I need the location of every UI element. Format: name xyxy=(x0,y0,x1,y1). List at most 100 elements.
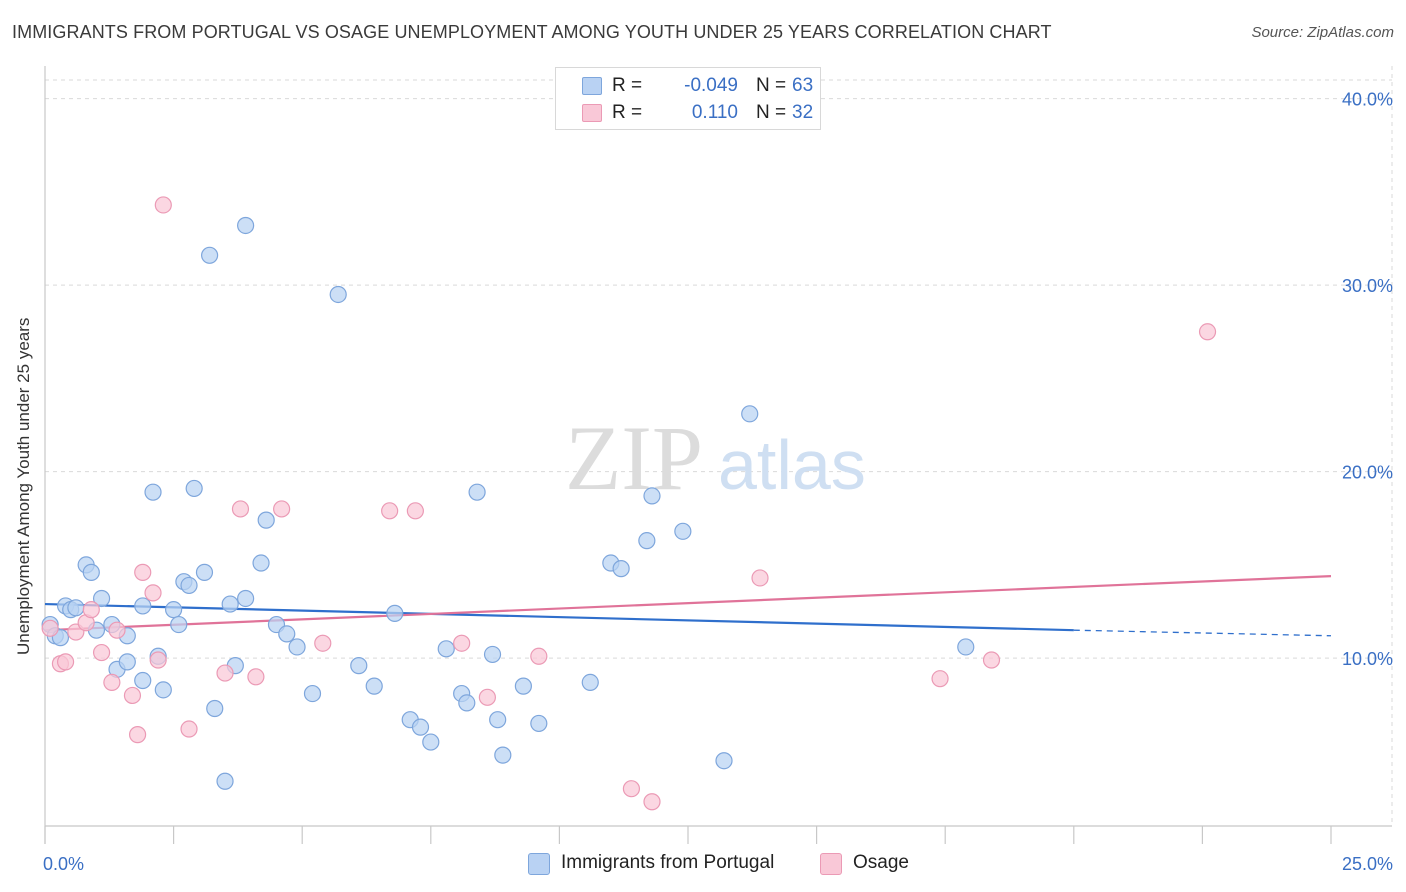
source-label: Source: ZipAtlas.com xyxy=(1251,24,1394,41)
point-portugal xyxy=(288,638,306,656)
point-portugal xyxy=(489,711,507,729)
point-portugal xyxy=(144,483,162,501)
point-portugal xyxy=(638,532,656,550)
data-points xyxy=(41,196,1217,811)
point-osage xyxy=(453,634,471,652)
point-portugal xyxy=(170,615,188,634)
point-portugal xyxy=(134,671,152,690)
point-portugal xyxy=(741,405,759,423)
point-osage xyxy=(41,619,59,637)
watermark: ZIP atlas xyxy=(565,407,866,509)
legend-n-label: N = xyxy=(756,102,787,123)
point-osage xyxy=(123,686,142,705)
point-portugal xyxy=(612,560,630,578)
point-portugal xyxy=(257,511,275,529)
point-osage xyxy=(231,500,250,518)
point-portugal xyxy=(185,479,203,498)
point-portugal xyxy=(237,216,255,235)
legend-swatch-portugal xyxy=(528,853,550,875)
point-portugal xyxy=(329,285,347,304)
point-portugal xyxy=(494,746,512,764)
point-osage xyxy=(406,502,424,520)
y-tick-label: 40.0% xyxy=(1342,90,1393,110)
chart-title: IMMIGRANTS FROM PORTUGAL VS OSAGE UNEMPL… xyxy=(12,22,1052,42)
y-axis-label: Unemployment Among Youth under 25 years xyxy=(14,317,33,655)
point-portugal xyxy=(201,246,219,264)
point-portugal xyxy=(216,772,234,790)
point-portugal xyxy=(237,589,255,608)
trend-line-extension-portugal xyxy=(1073,629,1332,637)
point-portugal xyxy=(165,601,183,619)
y-tick-label: 20.0% xyxy=(1342,463,1393,483)
point-portugal xyxy=(206,699,224,718)
point-portugal xyxy=(422,733,440,751)
point-portugal xyxy=(437,640,455,658)
legend-r-value: 0.110 xyxy=(691,102,738,123)
point-osage xyxy=(154,196,172,214)
point-portugal xyxy=(252,554,270,572)
point-portugal xyxy=(92,589,111,608)
point-osage xyxy=(56,653,75,671)
point-portugal xyxy=(674,522,692,540)
point-portugal xyxy=(67,599,85,617)
legend-swatch-osage xyxy=(582,104,602,122)
point-portugal xyxy=(195,563,214,581)
y-tick-label: 30.0% xyxy=(1342,276,1393,296)
point-portugal xyxy=(180,576,198,595)
axes xyxy=(44,66,1392,844)
point-portugal xyxy=(303,684,322,703)
point-portugal xyxy=(514,677,532,695)
point-osage xyxy=(108,621,126,639)
point-osage xyxy=(314,634,332,652)
point-portugal xyxy=(643,487,661,505)
point-portugal xyxy=(154,681,172,699)
point-osage xyxy=(134,563,152,581)
y-tick-label: 10.0% xyxy=(1342,649,1393,669)
legend-n-label: N = xyxy=(756,75,787,96)
x-tick-label: 0.0% xyxy=(43,854,84,874)
legend-label-portugal: Immigrants from Portugal xyxy=(561,852,775,873)
point-osage xyxy=(216,664,234,682)
point-osage xyxy=(103,673,121,691)
point-portugal xyxy=(134,597,152,615)
y-axis-label-wrap: Unemployment Among Youth under 25 years xyxy=(6,318,46,655)
legend-swatch-portugal xyxy=(582,77,602,95)
point-portugal xyxy=(530,714,548,733)
point-osage xyxy=(149,651,167,669)
legend-n-value: 32 xyxy=(792,102,814,123)
point-osage xyxy=(982,651,1001,669)
point-portugal xyxy=(118,653,136,671)
trend-line-portugal xyxy=(44,602,1074,632)
legend-swatch-osage xyxy=(820,853,842,875)
point-osage xyxy=(1198,323,1217,341)
watermark-zip: ZIP xyxy=(565,407,703,509)
tick-labels: 10.0% 20.0% 30.0% 40.0% 0.0% 25.0% xyxy=(43,90,1393,874)
point-osage xyxy=(643,793,661,811)
point-portugal xyxy=(957,638,975,656)
point-osage xyxy=(247,668,265,686)
point-osage xyxy=(273,500,291,518)
legend-r-label: R = xyxy=(612,75,643,96)
legend-label-osage: Osage xyxy=(853,852,909,873)
point-osage xyxy=(622,780,641,798)
point-portugal xyxy=(411,718,430,736)
watermark-atlas: atlas xyxy=(718,426,866,504)
legend-n-value: 63 xyxy=(792,75,814,96)
point-osage xyxy=(144,584,162,602)
point-portugal xyxy=(386,604,404,622)
point-osage xyxy=(530,647,548,665)
point-portugal xyxy=(221,595,239,613)
x-tick-label: 25.0% xyxy=(1342,854,1393,874)
point-portugal xyxy=(483,645,502,664)
trend-line-osage xyxy=(44,574,1332,632)
point-osage xyxy=(82,601,100,619)
point-portugal xyxy=(350,657,368,675)
legend-r-value: -0.049 xyxy=(684,75,738,96)
point-portugal xyxy=(468,483,486,501)
point-portugal xyxy=(715,752,733,770)
point-osage xyxy=(751,569,769,587)
legend-r-label: R = xyxy=(612,102,643,123)
point-osage xyxy=(180,720,198,738)
point-portugal xyxy=(365,677,383,695)
